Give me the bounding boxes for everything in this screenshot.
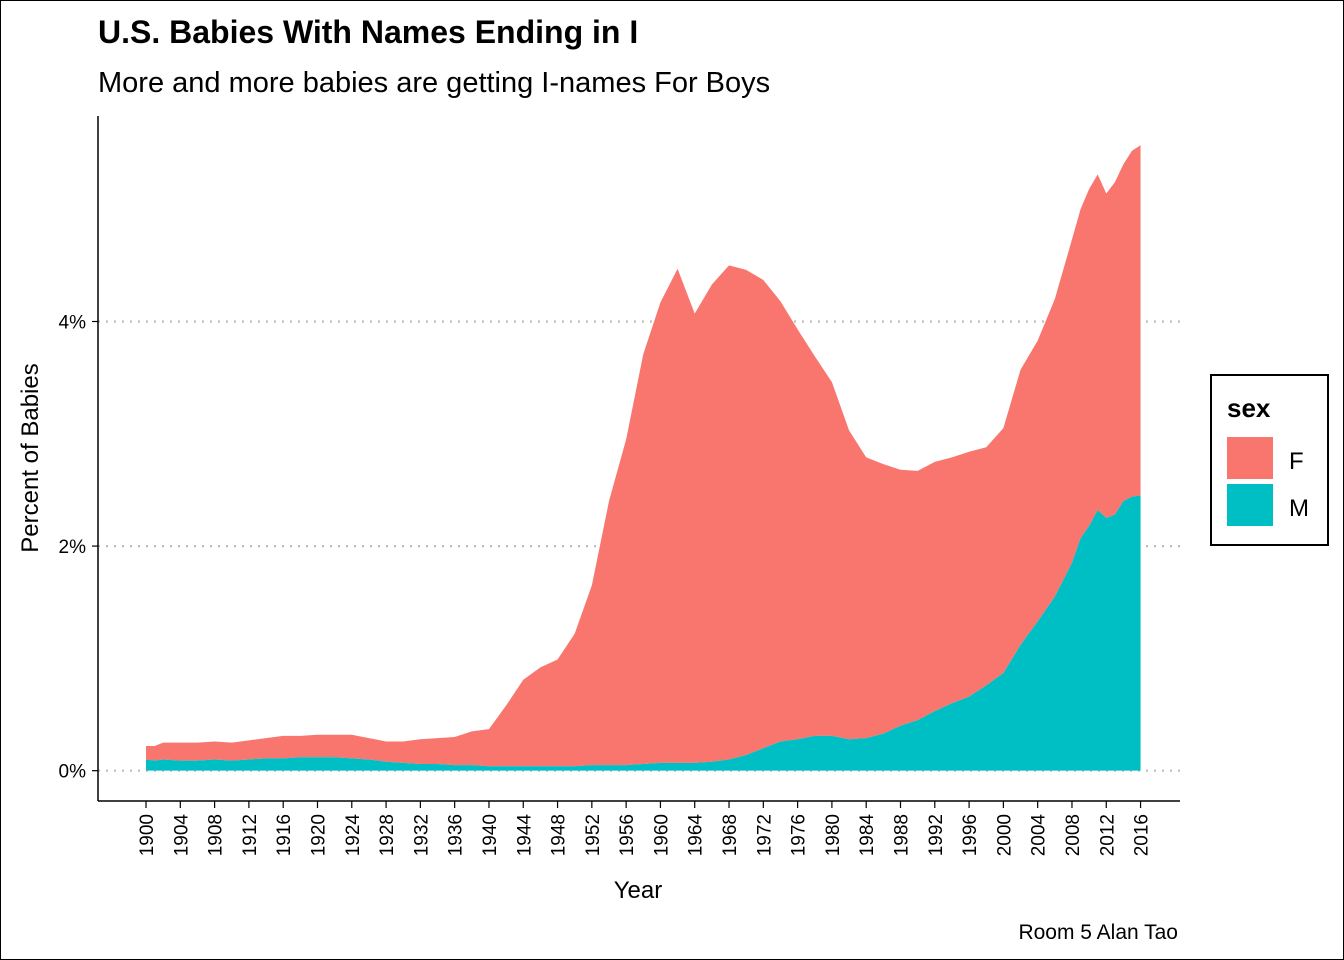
x-tick-label-27: 2008 bbox=[1063, 814, 1084, 856]
x-tick-label-28: 2012 bbox=[1097, 814, 1118, 856]
y-axis-title: Percent of Babies bbox=[17, 363, 44, 552]
x-tick-label-10: 1940 bbox=[480, 814, 501, 856]
x-tick-label-17: 1968 bbox=[720, 814, 741, 856]
x-tick-label-1: 1904 bbox=[171, 814, 192, 857]
area-series bbox=[146, 145, 1141, 771]
y-axis-ticks: 0% 2% 4% bbox=[59, 313, 98, 783]
legend: sex F M bbox=[1210, 374, 1329, 546]
x-tick-label-19: 1976 bbox=[789, 814, 810, 856]
chart-title: U.S. Babies With Names Ending in I bbox=[98, 14, 638, 50]
x-tick-label-4: 1916 bbox=[274, 814, 295, 856]
x-axis-title: Year bbox=[614, 877, 663, 904]
x-axis-ticks: 1900 1904 1908 1912 1916 1920 1924 1928 1932 1936… bbox=[137, 801, 1153, 856]
x-tick-label-11: 1944 bbox=[514, 814, 535, 857]
x-tick-label-21: 1984 bbox=[857, 814, 878, 857]
x-tick-label-6: 1924 bbox=[343, 814, 364, 857]
x-tick-label-9: 1936 bbox=[446, 814, 467, 856]
legend-label-f: F bbox=[1289, 448, 1304, 475]
x-tick-label-5: 1920 bbox=[308, 814, 329, 856]
x-tick-label-18: 1972 bbox=[754, 814, 775, 856]
x-tick-label-22: 1988 bbox=[891, 814, 912, 856]
x-tick-label-2: 1908 bbox=[206, 814, 227, 856]
x-tick-label-20: 1980 bbox=[823, 814, 844, 856]
x-tick-label-25: 2000 bbox=[994, 814, 1015, 856]
area-series-f bbox=[146, 145, 1141, 767]
x-tick-label-13: 1952 bbox=[583, 814, 604, 856]
x-tick-label-8: 1932 bbox=[411, 814, 432, 856]
x-tick-label-29: 2016 bbox=[1132, 814, 1153, 856]
x-tick-label-23: 1992 bbox=[926, 814, 947, 856]
x-tick-label-0: 1900 bbox=[137, 814, 158, 856]
legend-title: sex bbox=[1227, 393, 1271, 423]
y-tick-label-2: 4% bbox=[59, 313, 87, 334]
x-tick-label-3: 1912 bbox=[240, 814, 261, 856]
x-tick-label-7: 1928 bbox=[377, 814, 398, 856]
legend-label-m: M bbox=[1289, 495, 1309, 522]
y-tick-label-0: 0% bbox=[59, 762, 87, 783]
x-tick-label-12: 1948 bbox=[549, 814, 570, 856]
y-tick-label-1: 2% bbox=[59, 537, 87, 558]
legend-swatch-f bbox=[1227, 437, 1273, 479]
chart-subtitle: More and more babies are getting I-names… bbox=[98, 67, 770, 99]
chart-caption: Room 5 Alan Tao bbox=[1018, 921, 1178, 944]
x-tick-label-14: 1956 bbox=[617, 814, 638, 856]
x-tick-label-24: 1996 bbox=[960, 814, 981, 856]
x-tick-label-15: 1960 bbox=[651, 814, 672, 856]
area-series-m bbox=[146, 495, 1141, 771]
x-tick-label-16: 1964 bbox=[686, 814, 707, 857]
legend-swatch-m bbox=[1227, 484, 1273, 526]
x-tick-label-26: 2004 bbox=[1029, 814, 1050, 857]
